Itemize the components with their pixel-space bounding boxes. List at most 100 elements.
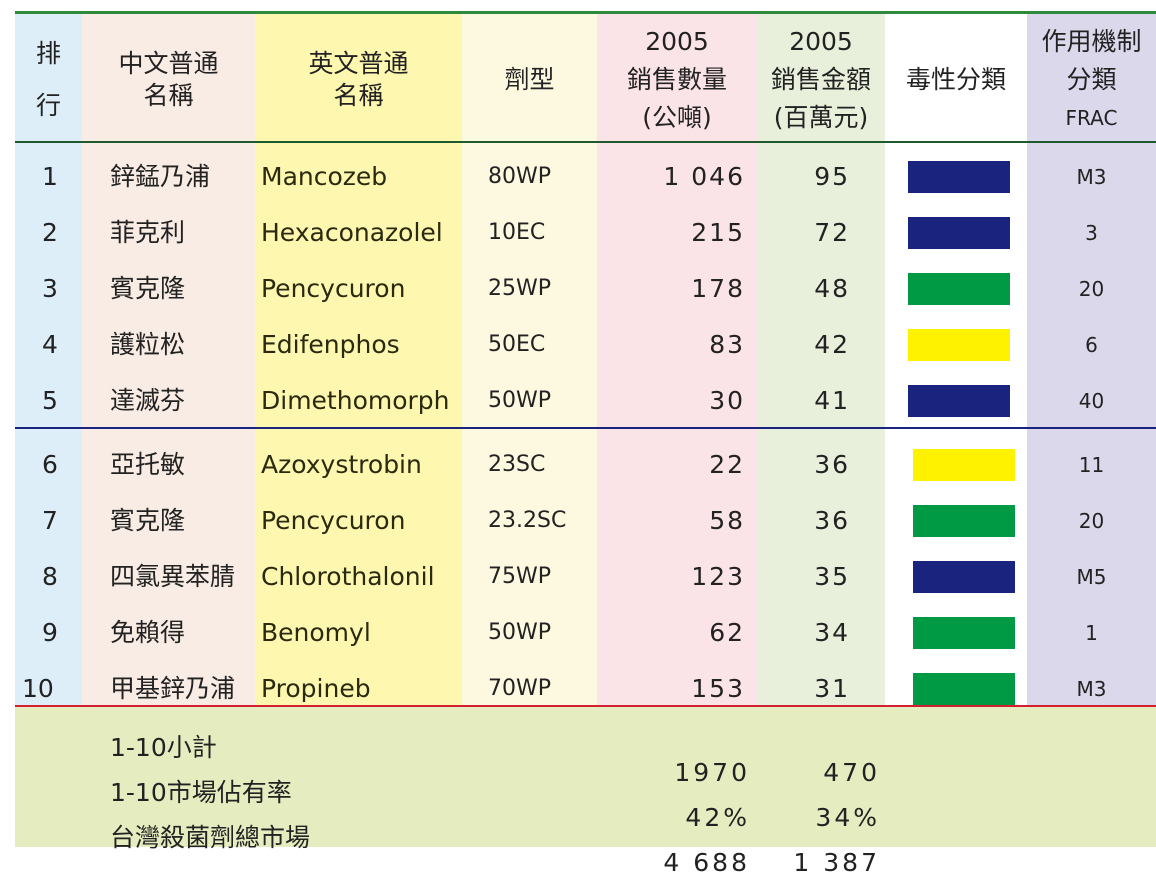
chinese-name: 甲基鋅乃浦 <box>110 674 236 703</box>
english-name: Hexaconazolel <box>261 218 443 247</box>
chinese-name: 達滅芬 <box>110 386 186 415</box>
footer-amount: 34% <box>815 803 880 832</box>
footer-amount: 1 387 <box>793 848 880 872</box>
rank: 2 <box>42 218 58 247</box>
chinese-name: 鋅錳乃浦 <box>110 162 211 191</box>
rank: 5 <box>42 386 58 415</box>
quantity: 22 <box>709 450 745 479</box>
formulation: 50WP <box>488 388 552 413</box>
quantity: 123 <box>691 562 745 591</box>
formulation: 75WP <box>488 564 552 589</box>
header-cell: (百萬元) <box>773 103 869 132</box>
header-cell: 排 <box>35 39 61 68</box>
quantity: 62 <box>709 618 745 647</box>
chinese-name: 菲克利 <box>110 218 186 247</box>
header-cell: (公噸) <box>642 103 712 132</box>
rank: 6 <box>42 450 58 479</box>
formulation: 10EC <box>488 220 546 245</box>
quantity: 153 <box>691 674 745 703</box>
formulation: 25WP <box>488 276 552 301</box>
chinese-name: 四氯異苯腈 <box>110 562 236 591</box>
amount: 31 <box>814 674 850 703</box>
footer-label: 台灣殺菌劑總市場 <box>110 823 311 852</box>
footer-quantity: 4 688 <box>663 848 750 872</box>
frac: 20 <box>1078 509 1105 533</box>
header-cell: 名稱 <box>143 81 194 110</box>
mid-line <box>15 427 1156 429</box>
chinese-name: 亞托敏 <box>110 450 186 479</box>
formulation: 23SC <box>488 452 546 477</box>
amount: 48 <box>814 274 850 303</box>
amount: 42 <box>814 330 850 359</box>
toxicity-bar <box>908 385 1010 417</box>
frac: 6 <box>1085 333 1098 357</box>
column-bg <box>15 14 82 707</box>
toxicity-bar <box>913 617 1015 649</box>
frac: 40 <box>1078 389 1105 413</box>
column-bg <box>597 14 757 707</box>
frac: 1 <box>1085 621 1098 645</box>
amount: 41 <box>814 386 850 415</box>
english-name: Azoxystrobin <box>261 450 422 479</box>
english-name: Pencycuron <box>261 274 406 303</box>
rank: 4 <box>42 330 58 359</box>
rank: 1 <box>42 162 58 191</box>
toxicity-bar <box>908 217 1010 249</box>
toxicity-bar <box>913 505 1015 537</box>
amount: 35 <box>814 562 850 591</box>
amount: 72 <box>814 218 850 247</box>
top-line <box>15 11 1156 14</box>
header-cell: 行 <box>35 91 61 120</box>
quantity: 58 <box>709 506 745 535</box>
frac: M3 <box>1076 165 1107 189</box>
column-bg <box>1027 14 1156 707</box>
rank: 9 <box>42 618 58 647</box>
frac: M3 <box>1076 677 1107 701</box>
toxicity-bar <box>908 329 1010 361</box>
header-cell: 分類 <box>1066 65 1117 94</box>
frac: 11 <box>1078 453 1105 477</box>
footer-quantity: 42% <box>685 803 750 832</box>
header-cell: 毒性分類 <box>905 65 1006 94</box>
chinese-name: 免賴得 <box>110 618 186 647</box>
column-bg <box>757 14 885 707</box>
footer-amount: 470 <box>823 758 880 787</box>
toxicity-bar <box>908 161 1010 193</box>
footer-label: 1-10市場佔有率 <box>110 778 292 807</box>
header-cell: 英文普通 <box>308 49 409 78</box>
header-cell: 2005 <box>645 27 709 56</box>
rank: 7 <box>42 506 58 535</box>
header-cell: 劑型 <box>504 65 555 94</box>
header-cell: 2005 <box>789 27 853 56</box>
toxicity-bar <box>908 273 1010 305</box>
amount: 95 <box>814 162 850 191</box>
amount: 36 <box>814 506 850 535</box>
quantity: 30 <box>709 386 745 415</box>
chinese-name: 護粒松 <box>110 330 186 359</box>
quantity: 178 <box>691 274 745 303</box>
column-bg <box>255 14 462 707</box>
header-cell: 中文普通 <box>118 49 219 78</box>
footer-bg <box>15 707 1156 847</box>
english-name: Benomyl <box>261 618 371 647</box>
rank: 3 <box>42 274 58 303</box>
english-name: Chlorothalonil <box>261 562 435 591</box>
footer-line <box>15 705 1156 707</box>
toxicity-bar <box>913 449 1015 481</box>
chinese-name: 賓克隆 <box>110 506 186 535</box>
footer-label: 1-10小計 <box>110 733 217 762</box>
footer-quantity: 1970 <box>674 758 750 787</box>
toxicity-bar <box>913 673 1015 705</box>
english-name: Mancozeb <box>261 162 388 191</box>
formulation: 50WP <box>488 620 552 645</box>
column-bg <box>462 14 597 707</box>
frac: 3 <box>1085 221 1098 245</box>
header-cell: 名稱 <box>333 81 384 110</box>
column-bg <box>82 14 255 707</box>
frac: 20 <box>1078 277 1105 301</box>
amount: 34 <box>814 618 850 647</box>
frac: M5 <box>1076 565 1107 589</box>
formulation: 23.2SC <box>488 508 567 533</box>
header-cell: FRAC <box>1065 106 1118 130</box>
